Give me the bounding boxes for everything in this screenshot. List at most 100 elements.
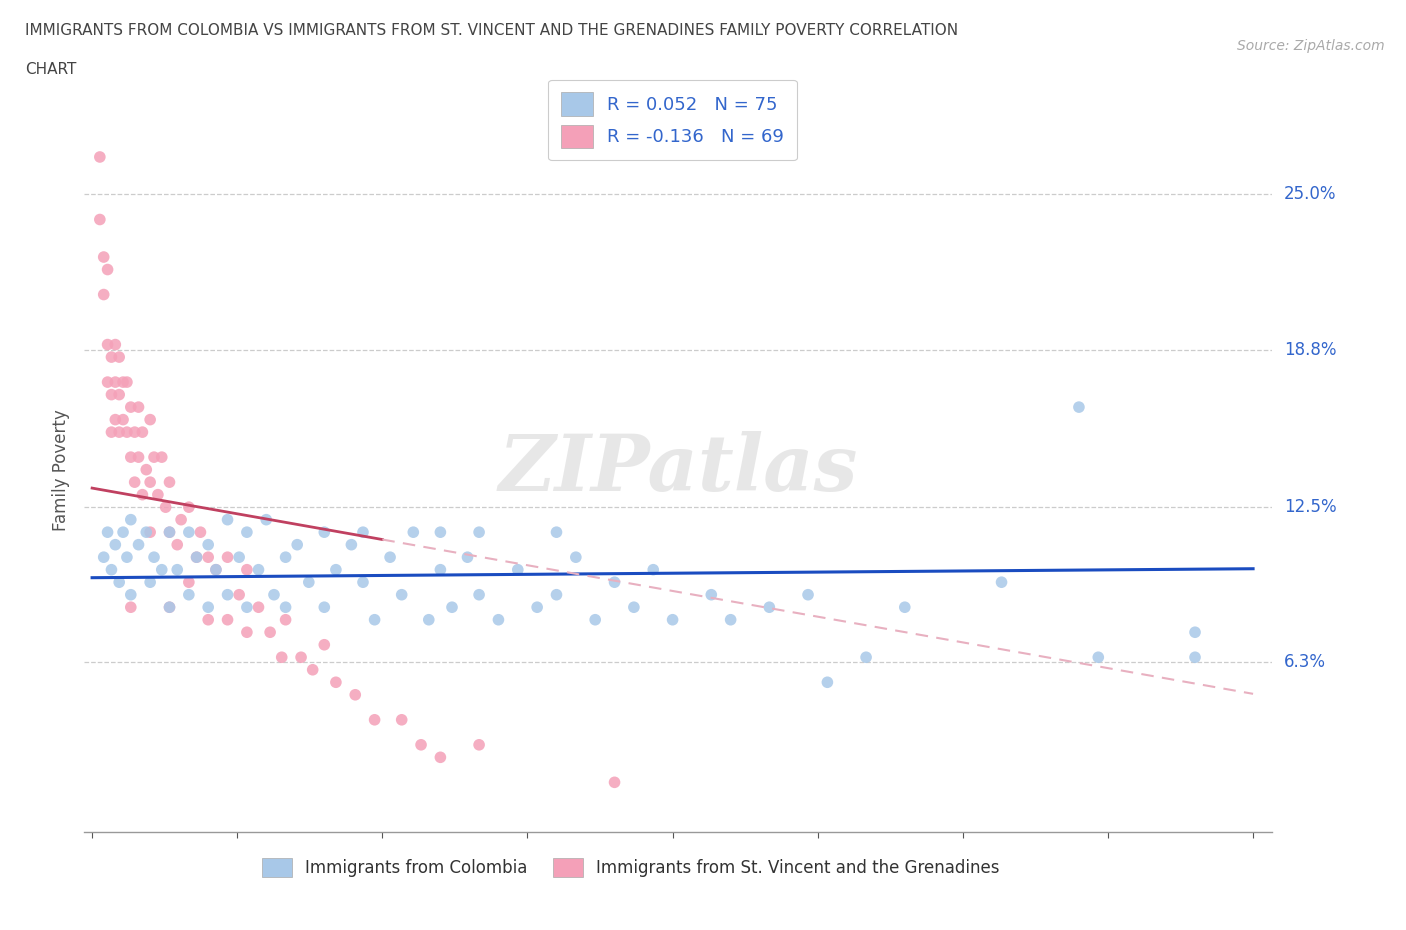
Point	[89, 212, 111, 227]
Point	[340, 538, 363, 552]
Point	[391, 712, 413, 727]
Point	[177, 499, 200, 514]
Point	[270, 650, 292, 665]
Point	[228, 587, 250, 602]
Point	[93, 550, 115, 565]
Point	[128, 400, 150, 415]
Point	[124, 474, 146, 489]
Point	[720, 612, 742, 627]
Text: IMMIGRANTS FROM COLOMBIA VS IMMIGRANTS FROM ST. VINCENT AND THE GRENADINES FAMIL: IMMIGRANTS FROM COLOMBIA VS IMMIGRANTS F…	[25, 23, 959, 38]
Point	[429, 563, 451, 578]
Point	[236, 600, 259, 615]
Point	[124, 425, 146, 440]
Text: Source: ZipAtlas.com: Source: ZipAtlas.com	[1237, 39, 1385, 53]
Point	[894, 600, 917, 615]
Point	[217, 612, 239, 627]
Point	[855, 650, 877, 665]
Point	[143, 550, 166, 565]
Point	[363, 612, 385, 627]
Point	[146, 487, 169, 502]
Point	[352, 575, 374, 590]
Point	[758, 600, 780, 615]
Point	[623, 600, 645, 615]
Point	[205, 563, 228, 578]
Point	[177, 587, 200, 602]
Text: 18.8%: 18.8%	[1284, 340, 1337, 359]
Point	[108, 575, 131, 590]
Point	[236, 563, 259, 578]
Point	[603, 575, 626, 590]
Point	[100, 387, 122, 402]
Point	[236, 625, 259, 640]
Text: 25.0%: 25.0%	[1284, 185, 1337, 204]
Point	[456, 550, 478, 565]
Point	[228, 550, 250, 565]
Point	[120, 600, 142, 615]
Point	[120, 587, 142, 602]
Point	[155, 499, 177, 514]
Point	[429, 750, 451, 764]
Point	[97, 375, 120, 390]
Point	[583, 612, 606, 627]
Point	[526, 600, 548, 615]
Point	[190, 525, 212, 539]
Point	[468, 587, 491, 602]
Point	[298, 575, 321, 590]
Point	[274, 612, 297, 627]
Point	[468, 525, 491, 539]
Point	[1087, 650, 1109, 665]
Point	[314, 637, 336, 652]
Point	[565, 550, 588, 565]
Point	[274, 600, 297, 615]
Point	[150, 563, 173, 578]
Point	[89, 150, 111, 165]
Point	[108, 425, 131, 440]
Point	[128, 538, 150, 552]
Point	[274, 550, 297, 565]
Point	[285, 538, 308, 552]
Point	[108, 387, 131, 402]
Point	[159, 525, 181, 539]
Point	[263, 587, 285, 602]
Point	[314, 600, 336, 615]
Point	[314, 525, 336, 539]
Point	[197, 538, 219, 552]
Point	[186, 550, 208, 565]
Point	[93, 287, 115, 302]
Point	[139, 412, 162, 427]
Point	[112, 412, 135, 427]
Point	[440, 600, 463, 615]
Text: ZIPatlas: ZIPatlas	[499, 432, 858, 508]
Text: CHART: CHART	[25, 62, 77, 77]
Point	[468, 737, 491, 752]
Point	[150, 450, 173, 465]
Point	[378, 550, 401, 565]
Point	[104, 538, 127, 552]
Point	[391, 587, 413, 602]
Point	[135, 525, 157, 539]
Point	[217, 512, 239, 527]
Point	[159, 600, 181, 615]
Legend: Immigrants from Colombia, Immigrants from St. Vincent and the Grenadines: Immigrants from Colombia, Immigrants fro…	[256, 851, 1007, 884]
Point	[815, 675, 838, 690]
Point	[97, 262, 120, 277]
Point	[104, 412, 127, 427]
Point	[352, 525, 374, 539]
Point	[990, 575, 1012, 590]
Point	[301, 662, 323, 677]
Point	[177, 575, 200, 590]
Point	[700, 587, 723, 602]
Point	[131, 425, 153, 440]
Point	[546, 525, 568, 539]
Point	[100, 425, 122, 440]
Point	[139, 525, 162, 539]
Point	[166, 563, 188, 578]
Point	[259, 625, 281, 640]
Point	[603, 775, 626, 790]
Point	[186, 550, 208, 565]
Point	[97, 338, 120, 352]
Point	[115, 425, 138, 440]
Point	[488, 612, 510, 627]
Point	[112, 375, 135, 390]
Point	[104, 338, 127, 352]
